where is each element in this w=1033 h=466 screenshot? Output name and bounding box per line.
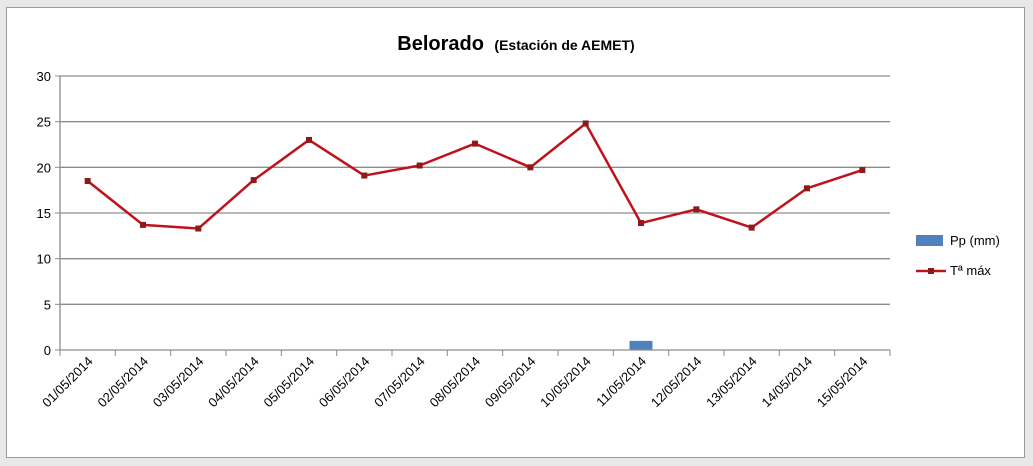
point — [140, 221, 146, 228]
x-tick-label: 07/05/2014 — [371, 354, 428, 411]
x-tick-label: 03/05/2014 — [150, 354, 207, 411]
point — [472, 140, 478, 147]
x-tick-label: 06/05/2014 — [316, 354, 373, 411]
y-tick-label: 25 — [37, 115, 51, 130]
point — [416, 162, 423, 169]
point — [804, 185, 810, 192]
point — [361, 172, 368, 179]
point — [306, 136, 312, 143]
chart-title: Belorado (Estación de AEMET) — [397, 33, 634, 55]
legend: Pp (mm) Tª máx — [916, 233, 1000, 278]
x-tick-label: 04/05/2014 — [205, 354, 262, 411]
x-tick-label: 15/05/2014 — [814, 354, 871, 411]
point — [250, 177, 257, 184]
x-tick-label: 02/05/2014 — [94, 354, 151, 411]
y-tick-label: 10 — [37, 252, 51, 267]
x-tick-label: 08/05/2014 — [426, 354, 483, 411]
legend-label-pp: Pp (mm) — [950, 233, 1000, 248]
axes: 0 5 10 15 20 25 30 01/05/201402/05/201403/05/20… — [37, 69, 891, 411]
x-tick-label: 14/05/2014 — [758, 354, 815, 411]
point — [638, 220, 644, 227]
bars — [629, 340, 653, 350]
y-tick-label: 15 — [37, 206, 51, 221]
chart-subtitle: (Estación de AEMET) — [494, 37, 634, 53]
point — [84, 178, 91, 185]
x-tick-label: 01/05/2014 — [39, 354, 96, 411]
chart-frame: Belorado (Estación de AEMET) 0 5 10 15 20 25 3… — [6, 7, 1025, 458]
x-tick-label: 10/05/2014 — [537, 354, 594, 411]
grid — [60, 75, 890, 305]
y-tick-label: 20 — [37, 160, 51, 175]
x-tick-label: 12/05/2014 — [648, 354, 705, 411]
chart-title-main: Belorado — [397, 33, 484, 55]
point — [693, 206, 700, 213]
y-tick-label: 0 — [44, 343, 51, 358]
x-tick-label: 05/05/2014 — [260, 354, 317, 411]
legend-swatch-pp — [916, 235, 943, 246]
x-tick-label: 09/05/2014 — [482, 354, 539, 411]
point — [748, 224, 755, 231]
chart-svg: Belorado (Estación de AEMET) 0 5 10 15 20 25 3… — [37, 33, 1000, 411]
point — [195, 225, 202, 232]
point — [527, 164, 534, 171]
point — [859, 167, 866, 174]
y-tick-label: 5 — [44, 297, 51, 312]
bar — [629, 340, 653, 350]
legend-marker-tmax — [928, 268, 934, 274]
x-tick-label: 11/05/2014 — [593, 354, 649, 410]
point — [582, 120, 589, 127]
legend-label-tmax: Tª máx — [950, 263, 991, 278]
line-series — [84, 120, 866, 232]
x-tick-label: 13/05/2014 — [703, 354, 760, 411]
y-tick-label: 30 — [37, 69, 51, 84]
